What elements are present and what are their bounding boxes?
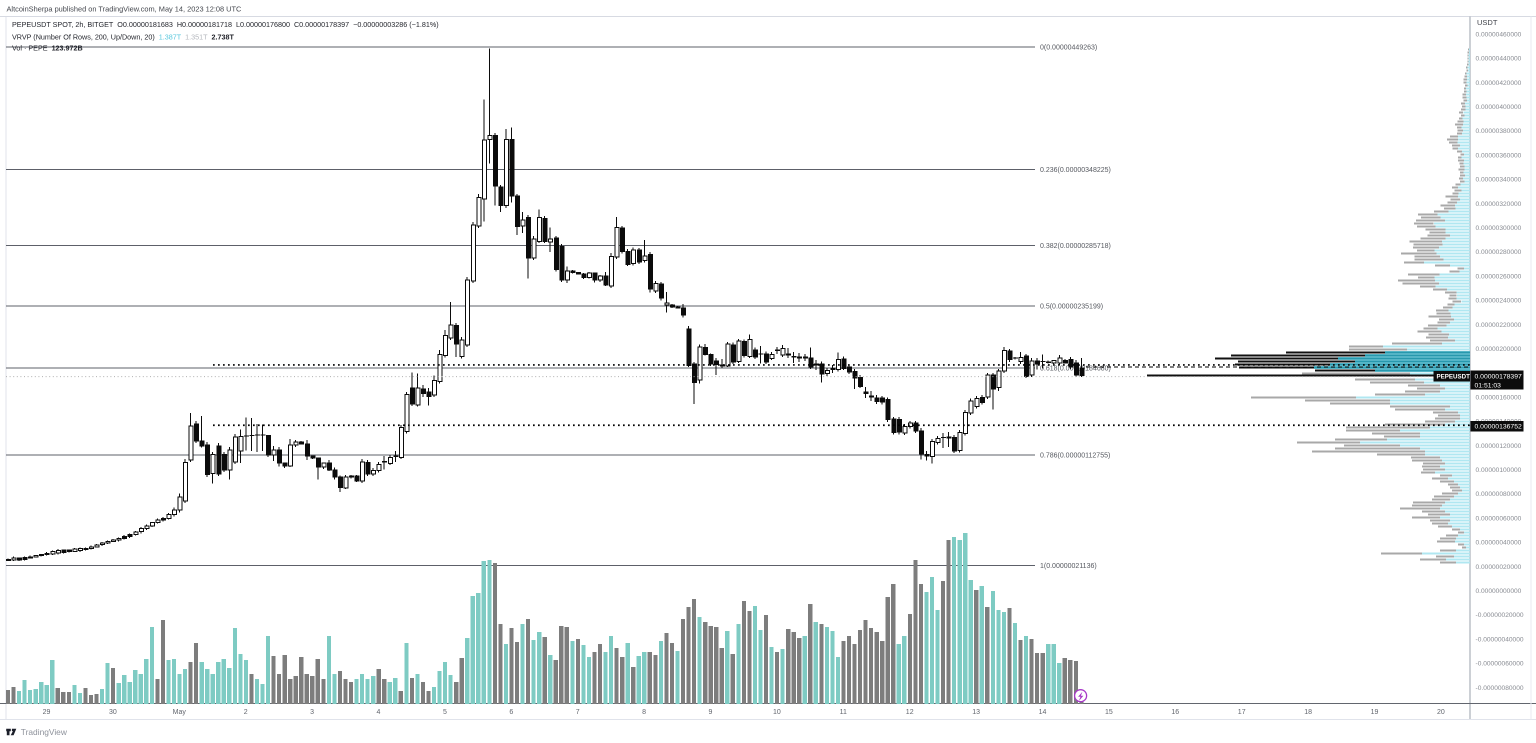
svg-text:Vol · PEPE 123.972B: Vol · PEPE 123.972B	[12, 44, 83, 53]
svg-text:PEPEUSDT: PEPEUSDT	[1437, 374, 1471, 381]
svg-text:0(0.00000449263): 0(0.00000449263)	[1040, 45, 1097, 52]
svg-text:0.00000160000: 0.00000160000	[1476, 394, 1522, 401]
svg-text:0.00000440000: 0.00000440000	[1476, 56, 1522, 63]
svg-text:14: 14	[1039, 709, 1047, 716]
svg-text:11: 11	[840, 709, 847, 716]
svg-text:0.00000460000: 0.00000460000	[1476, 31, 1522, 38]
svg-text:01:51:03: 01:51:03	[1475, 383, 1502, 390]
svg-text:1(0.00000021136): 1(0.00000021136)	[1040, 563, 1097, 570]
svg-text:0.00000100000: 0.00000100000	[1476, 467, 1522, 474]
svg-text:0.00000380000: 0.00000380000	[1476, 128, 1522, 135]
svg-text:0.00000220000: 0.00000220000	[1476, 322, 1522, 329]
svg-text:0.00000240000: 0.00000240000	[1476, 298, 1522, 305]
svg-text:0.00000340000: 0.00000340000	[1476, 177, 1522, 184]
svg-text:6: 6	[509, 709, 513, 716]
svg-text:TradingView: TradingView	[21, 727, 68, 737]
svg-text:-0.00000060000: -0.00000060000	[1476, 661, 1524, 668]
svg-text:0.00000136752: 0.00000136752	[1475, 424, 1522, 431]
svg-text:0.00000080000: 0.00000080000	[1476, 491, 1522, 498]
svg-text:0.00000120000: 0.00000120000	[1476, 443, 1522, 450]
svg-text:0.00000060000: 0.00000060000	[1476, 515, 1522, 522]
svg-text:20: 20	[1437, 709, 1445, 716]
svg-text:0.00000178397: 0.00000178397	[1475, 373, 1522, 380]
svg-text:10: 10	[773, 709, 781, 716]
svg-text:0.236(0.00000348225): 0.236(0.00000348225)	[1040, 167, 1111, 174]
svg-text:0.00000400000: 0.00000400000	[1476, 104, 1522, 111]
svg-text:-0.00000080000: -0.00000080000	[1476, 685, 1524, 692]
svg-text:0.00000360000: 0.00000360000	[1476, 152, 1522, 159]
svg-text:30: 30	[109, 709, 117, 716]
svg-text:4: 4	[377, 709, 381, 716]
svg-text:0.00000260000: 0.00000260000	[1476, 273, 1522, 280]
svg-text:-0.00000020000: -0.00000020000	[1476, 612, 1524, 619]
svg-text:7: 7	[576, 709, 580, 716]
svg-text:0.00000320000: 0.00000320000	[1476, 201, 1522, 208]
svg-text:19: 19	[1371, 709, 1379, 716]
svg-text:VRVP (Number Of Rows, 200, Up/: VRVP (Number Of Rows, 200, Up/Down, 20) …	[12, 33, 235, 42]
svg-text:-0.00000040000: -0.00000040000	[1476, 636, 1524, 643]
svg-text:8: 8	[642, 709, 646, 716]
svg-text:9: 9	[709, 709, 713, 716]
svg-text:0.00000020000: 0.00000020000	[1476, 564, 1522, 571]
svg-text:AltcoinSherpa published on Tra: AltcoinSherpa published on TradingView.c…	[7, 4, 243, 13]
svg-text:0.00000300000: 0.00000300000	[1476, 225, 1522, 232]
svg-text:May: May	[173, 709, 187, 716]
svg-text:0.5(0.00000235199): 0.5(0.00000235199)	[1040, 303, 1103, 310]
svg-text:16: 16	[1171, 709, 1179, 716]
svg-text:0.00000200000: 0.00000200000	[1476, 346, 1522, 353]
svg-text:PEPEUSDT SPOT, 2h, BITGET O0.: PEPEUSDT SPOT, 2h, BITGET O0.00000181683…	[12, 20, 439, 29]
svg-text:3: 3	[310, 709, 314, 716]
svg-text:0.382(0.00000285718): 0.382(0.00000285718)	[1040, 243, 1111, 250]
svg-text:12: 12	[906, 709, 914, 716]
svg-text:USDT: USDT	[1477, 18, 1498, 27]
svg-text:0.00000040000: 0.00000040000	[1476, 540, 1522, 547]
svg-text:2: 2	[244, 709, 248, 716]
svg-text:0.00000280000: 0.00000280000	[1476, 249, 1522, 256]
svg-text:17: 17	[1238, 709, 1246, 716]
svg-text:15: 15	[1105, 709, 1113, 716]
svg-text:0.00000000000: 0.00000000000	[1476, 588, 1522, 595]
svg-text:0.786(0.00000112755): 0.786(0.00000112755)	[1040, 452, 1110, 459]
svg-text:5: 5	[443, 709, 447, 716]
svg-text:13: 13	[972, 709, 980, 716]
svg-text:29: 29	[43, 709, 51, 716]
svg-text:18: 18	[1304, 709, 1312, 716]
svg-text:0.00000420000: 0.00000420000	[1476, 80, 1522, 87]
